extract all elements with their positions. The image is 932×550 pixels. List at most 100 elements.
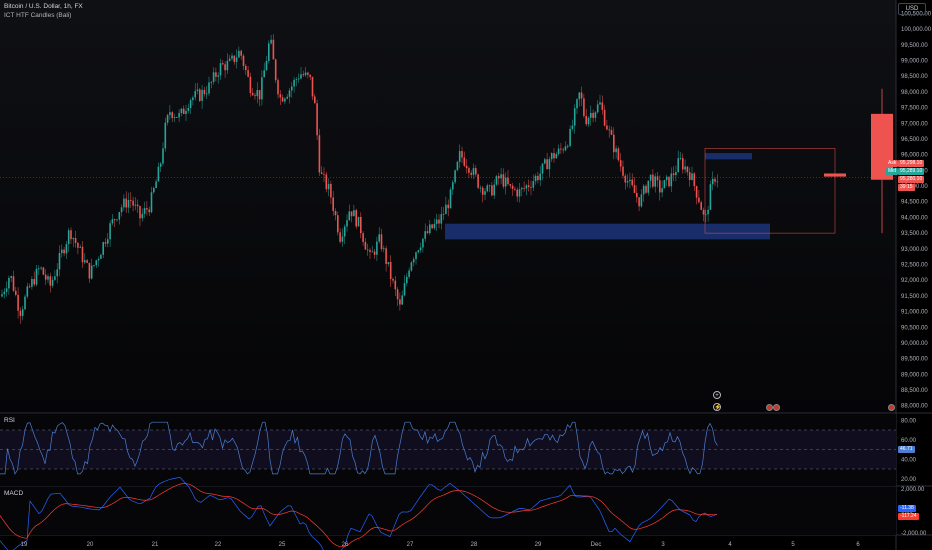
currency-button[interactable]: USD [898, 3, 926, 15]
price-tick-label: 98,500.00 [901, 74, 928, 80]
candle-body [684, 166, 686, 170]
candle-body [461, 151, 463, 158]
candle-body [626, 181, 629, 183]
candle-body [449, 189, 452, 209]
price-tick-label: 91,000.00 [901, 310, 928, 316]
candle-body [442, 214, 445, 215]
candle-body [258, 90, 261, 100]
candle-body [353, 210, 355, 217]
price-tick-label: 90,000.00 [901, 341, 928, 347]
time-axis[interactable]: 19 20 21 22 25 26 27 28 29 Dec 3 4 5 6 [21, 542, 861, 548]
candle-body [226, 60, 229, 71]
candlestick-series [1, 34, 719, 324]
plus-circle-icon[interactable]: + [713, 391, 721, 399]
candle-body [217, 75, 219, 77]
candle-body [394, 280, 397, 290]
candle-body [180, 108, 183, 114]
candle-body [433, 223, 436, 229]
flag-icon[interactable] [888, 404, 895, 411]
candle-body [81, 246, 84, 263]
candle-body [136, 204, 139, 207]
candle-body [256, 90, 259, 97]
candle-body [426, 231, 429, 234]
candle-body [65, 244, 68, 254]
candle-body [332, 197, 334, 212]
price-tick-label: 97,000.00 [901, 121, 928, 127]
macd-panel[interactable] [0, 476, 896, 550]
candle-body [571, 125, 574, 129]
candle-body [362, 233, 364, 242]
candle-body [638, 197, 640, 207]
macd-tick-label: -2,000.00 [901, 531, 927, 537]
candle-body [682, 158, 684, 170]
candle-body [134, 204, 137, 206]
candle-body [245, 65, 247, 71]
candle-body [219, 63, 222, 76]
candle-body [199, 89, 201, 101]
lightning-circle-icon[interactable]: ⚡ [713, 403, 722, 411]
candle-body [265, 60, 268, 71]
candle-body [118, 212, 121, 220]
candle-body [120, 207, 123, 213]
macd-title[interactable]: MACD [4, 490, 24, 497]
time-tick-label: 20 [87, 542, 94, 548]
candle-body [201, 89, 203, 101]
time-tick-label: 19 [21, 542, 28, 548]
candle-body [562, 149, 564, 151]
candle-body [458, 151, 461, 162]
candle-body [330, 183, 332, 198]
candle-body [636, 192, 638, 198]
price-tick-label: 91,500.00 [901, 294, 928, 300]
candle-body [88, 262, 91, 279]
rsi-title[interactable]: RSI [4, 417, 15, 424]
candle-body [67, 230, 70, 245]
price-tick-label: 97,500.00 [901, 106, 928, 112]
candle-body [521, 187, 523, 190]
candle-body [8, 277, 10, 289]
price-tick-label: 89,000.00 [901, 372, 928, 378]
candle-body [307, 72, 309, 75]
time-tick-label: 25 [279, 542, 286, 548]
candle-body [196, 89, 199, 92]
candle-body [1, 294, 3, 297]
rsi-panel[interactable] [0, 414, 896, 486]
candle-body [465, 165, 468, 169]
candle-body [341, 236, 344, 242]
candle-body [387, 262, 390, 264]
candle-body [481, 187, 484, 195]
candle-body [633, 185, 636, 193]
candle-body [663, 180, 666, 189]
candle-body [300, 74, 302, 79]
indicator-title[interactable]: ICT HTF Candles (Bali) [4, 12, 72, 19]
symbol-title[interactable]: Bitcoin / U.S. Dollar, 1h, FX [4, 3, 83, 10]
candle-body [132, 200, 134, 206]
candle-body [376, 241, 378, 255]
price-tick-label: 89,500.00 [901, 357, 928, 363]
candle-body [629, 179, 631, 182]
candle-body [194, 91, 196, 98]
candle-body [314, 96, 316, 104]
candle-body [603, 109, 606, 126]
candle-body [695, 186, 698, 198]
price-tick-label: 94,500.00 [901, 200, 928, 206]
price-tick-label: 100,000.00 [901, 27, 932, 33]
candle-body [79, 246, 81, 248]
price-tick-label: 99,000.00 [901, 58, 928, 64]
candle-body [334, 211, 337, 216]
candle-body [553, 153, 555, 159]
candle-body [247, 70, 249, 77]
candle-body [484, 191, 486, 195]
candle-body [702, 209, 705, 215]
candle-body [500, 174, 502, 179]
candle-body [518, 189, 521, 197]
rsi-tick-label: 40.00 [901, 457, 917, 463]
candle-body [509, 184, 512, 186]
candle-body [590, 112, 592, 118]
flag-icon[interactable] [766, 404, 773, 411]
candle-body [205, 93, 208, 95]
price-tick-label: 92,000.00 [901, 278, 928, 284]
candle-body [659, 180, 661, 193]
flag-icon[interactable] [773, 404, 780, 411]
candle-body [288, 90, 291, 97]
